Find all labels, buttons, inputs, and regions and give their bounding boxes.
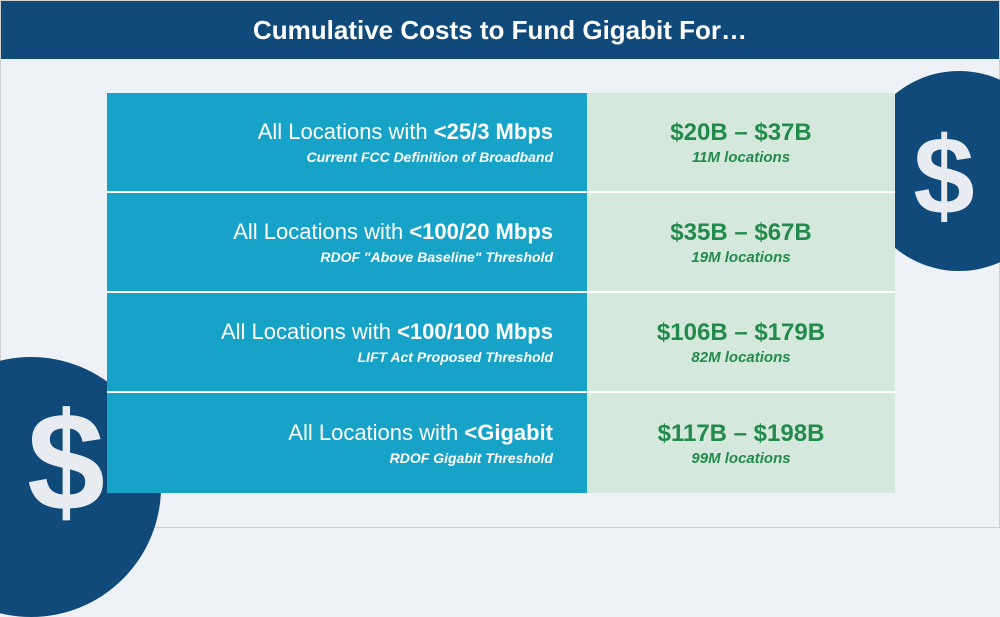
header-bar: Cumulative Costs to Fund Gigabit For… [1, 1, 999, 59]
page-title: Cumulative Costs to Fund Gigabit For… [253, 15, 747, 46]
cost-range: $20B – $37B [670, 119, 811, 147]
table-row: All Locations with <100/100 Mbps LIFT Ac… [107, 293, 895, 393]
table-row: All Locations with <25/3 Mbps Current FC… [107, 93, 895, 193]
threshold-label: All Locations with <100/20 Mbps [233, 219, 553, 245]
locations-count: 19M locations [691, 249, 790, 266]
threshold-label: All Locations with <25/3 Mbps [258, 119, 553, 145]
cost-cell: $20B – $37B 11M locations [587, 93, 895, 191]
cost-cell: $106B – $179B 82M locations [587, 293, 895, 391]
threshold-cell: All Locations with <Gigabit RDOF Gigabit… [107, 393, 587, 493]
table-row: All Locations with <100/20 Mbps RDOF "Ab… [107, 193, 895, 293]
dollar-icon: $ [913, 113, 974, 240]
threshold-subtitle: Current FCC Definition of Broadband [306, 149, 553, 165]
threshold-cell: All Locations with <25/3 Mbps Current FC… [107, 93, 587, 191]
cost-cell: $117B – $198B 99M locations [587, 393, 895, 493]
cost-cell: $35B – $67B 19M locations [587, 193, 895, 291]
locations-count: 11M locations [692, 149, 790, 166]
dollar-icon: $ [27, 381, 105, 543]
locations-count: 82M locations [691, 349, 790, 366]
locations-count: 99M locations [691, 450, 790, 467]
threshold-cell: All Locations with <100/20 Mbps RDOF "Ab… [107, 193, 587, 291]
threshold-subtitle: RDOF Gigabit Threshold [390, 450, 553, 466]
cost-table: All Locations with <25/3 Mbps Current FC… [107, 93, 895, 493]
threshold-label: All Locations with <Gigabit [288, 420, 553, 446]
threshold-cell: All Locations with <100/100 Mbps LIFT Ac… [107, 293, 587, 391]
threshold-subtitle: RDOF "Above Baseline" Threshold [320, 249, 553, 265]
table-row: All Locations with <Gigabit RDOF Gigabit… [107, 393, 895, 493]
threshold-label: All Locations with <100/100 Mbps [221, 319, 553, 345]
threshold-subtitle: LIFT Act Proposed Threshold [358, 349, 554, 365]
cost-range: $106B – $179B [657, 319, 825, 347]
cost-range: $35B – $67B [670, 219, 811, 247]
cost-range: $117B – $198B [658, 420, 825, 448]
